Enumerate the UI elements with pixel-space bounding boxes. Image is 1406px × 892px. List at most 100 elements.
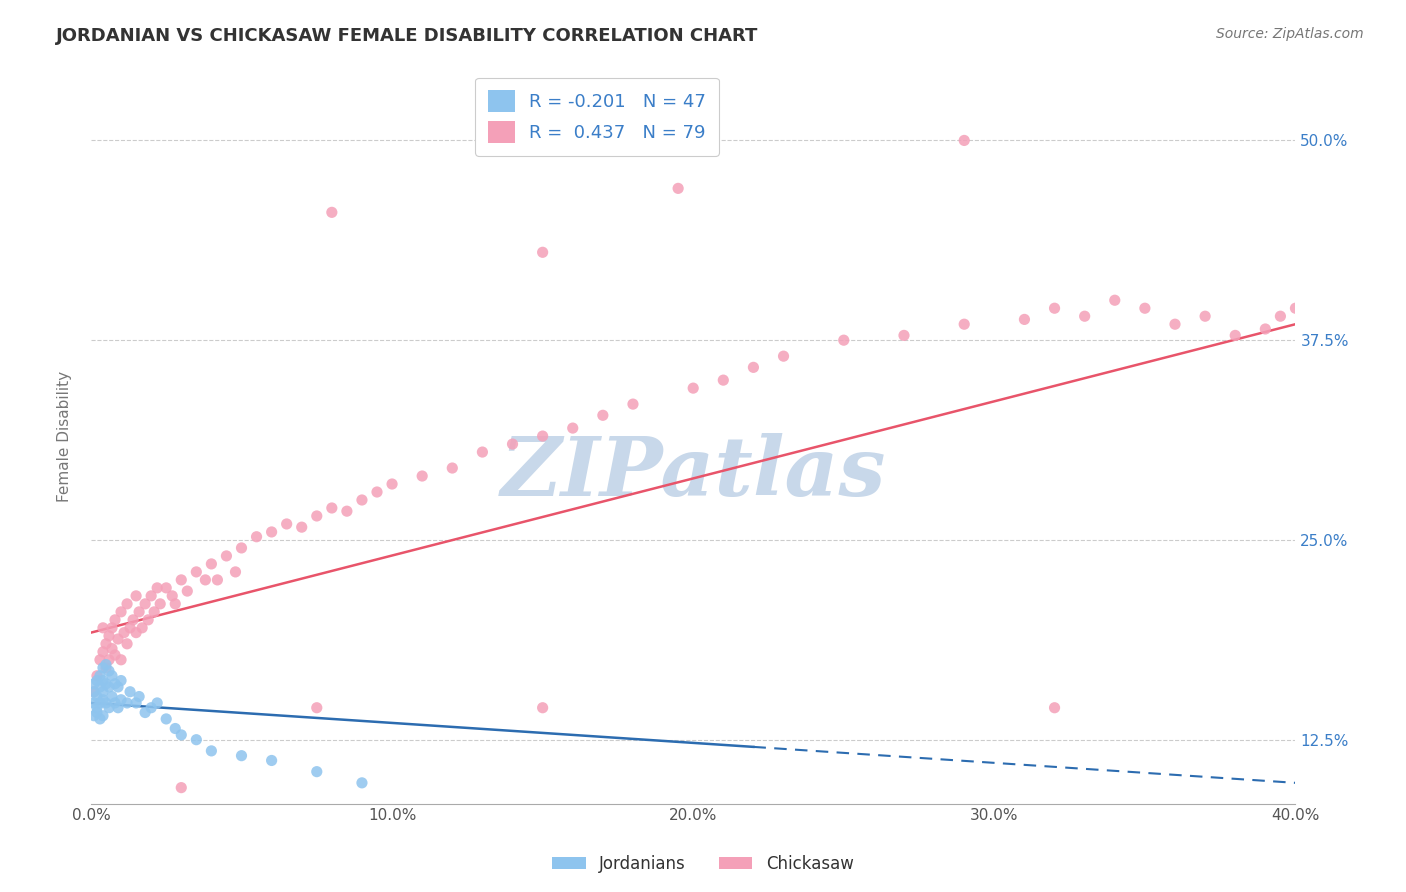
Point xyxy=(136,613,159,627)
Point xyxy=(98,664,121,678)
Point xyxy=(120,685,142,699)
Point xyxy=(231,541,253,555)
Point xyxy=(143,605,166,619)
Point xyxy=(200,557,222,571)
Point xyxy=(1164,317,1187,331)
Point xyxy=(742,360,765,375)
Point xyxy=(89,696,111,710)
Point xyxy=(89,653,111,667)
Point xyxy=(98,680,121,694)
Point xyxy=(101,690,124,704)
Point xyxy=(1133,301,1156,316)
Point xyxy=(83,677,105,691)
Point xyxy=(98,653,121,667)
Y-axis label: Female Disability: Female Disability xyxy=(58,370,72,501)
Point xyxy=(260,754,283,768)
Point xyxy=(89,712,111,726)
Point xyxy=(186,732,208,747)
Point xyxy=(155,712,177,726)
Point xyxy=(1270,310,1292,324)
Point xyxy=(170,573,193,587)
Point xyxy=(366,485,388,500)
Point xyxy=(104,696,127,710)
Point xyxy=(115,597,138,611)
Point xyxy=(110,673,132,688)
Text: JORDANIAN VS CHICKASAW FEMALE DISABILITY CORRELATION CHART: JORDANIAN VS CHICKASAW FEMALE DISABILITY… xyxy=(56,27,759,45)
Point xyxy=(134,706,156,720)
Point xyxy=(86,673,108,688)
Point xyxy=(1043,700,1066,714)
Point xyxy=(531,245,554,260)
Point xyxy=(89,669,111,683)
Point xyxy=(110,605,132,619)
Point xyxy=(176,584,198,599)
Point xyxy=(125,589,148,603)
Point xyxy=(165,597,187,611)
Point xyxy=(231,748,253,763)
Point xyxy=(122,613,145,627)
Point xyxy=(772,349,794,363)
Point xyxy=(381,477,404,491)
Legend: Jordanians, Chickasaw: Jordanians, Chickasaw xyxy=(546,848,860,880)
Point xyxy=(110,692,132,706)
Point xyxy=(502,437,524,451)
Point xyxy=(146,696,169,710)
Point xyxy=(953,317,976,331)
Point xyxy=(98,629,121,643)
Point xyxy=(86,690,108,704)
Point xyxy=(86,706,108,720)
Point xyxy=(411,469,433,483)
Point xyxy=(291,520,314,534)
Point xyxy=(305,700,328,714)
Point xyxy=(94,661,117,675)
Point xyxy=(91,661,114,675)
Point xyxy=(83,685,105,699)
Point xyxy=(194,573,217,587)
Point xyxy=(107,700,129,714)
Point xyxy=(141,700,163,714)
Point xyxy=(1104,293,1126,308)
Point xyxy=(531,700,554,714)
Point xyxy=(350,493,373,508)
Point xyxy=(170,728,193,742)
Point xyxy=(115,696,138,710)
Point xyxy=(83,685,105,699)
Point xyxy=(98,700,121,714)
Point xyxy=(128,605,150,619)
Point xyxy=(1254,322,1277,336)
Point xyxy=(101,621,124,635)
Point xyxy=(94,696,117,710)
Point xyxy=(682,381,704,395)
Point xyxy=(83,708,105,723)
Point xyxy=(131,621,153,635)
Point xyxy=(125,696,148,710)
Point xyxy=(101,669,124,683)
Point xyxy=(1073,310,1095,324)
Point xyxy=(441,461,464,475)
Point xyxy=(141,589,163,603)
Point xyxy=(149,597,172,611)
Point xyxy=(91,621,114,635)
Point xyxy=(120,621,142,635)
Point xyxy=(471,445,494,459)
Point xyxy=(215,549,238,563)
Point xyxy=(336,504,359,518)
Point xyxy=(86,669,108,683)
Point xyxy=(305,508,328,523)
Point xyxy=(107,632,129,646)
Point xyxy=(115,637,138,651)
Point xyxy=(260,524,283,539)
Point xyxy=(155,581,177,595)
Point xyxy=(621,397,644,411)
Point xyxy=(110,653,132,667)
Point xyxy=(104,677,127,691)
Point xyxy=(170,780,193,795)
Point xyxy=(165,722,187,736)
Point xyxy=(711,373,734,387)
Point xyxy=(125,625,148,640)
Point xyxy=(321,500,343,515)
Point xyxy=(1284,301,1306,316)
Legend: R = -0.201   N = 47, R =  0.437   N = 79: R = -0.201 N = 47, R = 0.437 N = 79 xyxy=(475,78,718,156)
Point xyxy=(305,764,328,779)
Point xyxy=(224,565,246,579)
